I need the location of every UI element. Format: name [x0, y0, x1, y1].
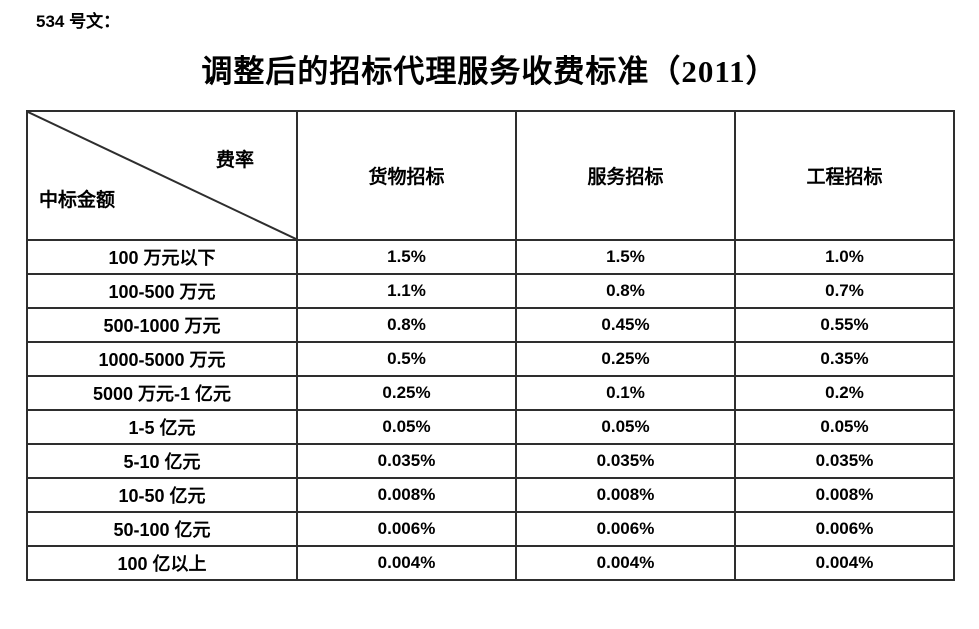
fee-rate-cell: 0.05%: [734, 409, 955, 445]
row-label-bid-amount: 1-5 亿元: [26, 409, 298, 445]
row-label-bid-amount: 100 万元以下: [26, 239, 298, 275]
fee-rate-cell: 0.05%: [296, 409, 517, 445]
fee-rate-cell: 0.5%: [296, 341, 517, 377]
fee-rate-cell: 0.7%: [734, 273, 955, 309]
table-row: 100 万元以下 1.5% 1.5% 1.0%: [26, 239, 955, 275]
fee-rate-cell: 1.5%: [515, 239, 736, 275]
fee-rate-cell: 0.55%: [734, 307, 955, 343]
table-row: 1000-5000 万元 0.5% 0.25% 0.35%: [26, 341, 955, 377]
row-label-bid-amount: 50-100 亿元: [26, 511, 298, 547]
table-row: 500-1000 万元 0.8% 0.45% 0.55%: [26, 307, 955, 343]
table-row: 50-100 亿元 0.006% 0.006% 0.006%: [26, 511, 955, 547]
header-row: 费率 中标金额 货物招标 服务招标 工程招标: [26, 110, 955, 241]
fee-rate-cell: 0.35%: [734, 341, 955, 377]
row-label-bid-amount: 100-500 万元: [26, 273, 298, 309]
table-body: 100 万元以下 1.5% 1.5% 1.0% 100-500 万元 1.1% 0.8% 0.…: [26, 239, 955, 581]
fee-rate-cell: 0.45%: [515, 307, 736, 343]
fee-rate-cell: 0.006%: [734, 511, 955, 547]
fee-rate-cell: 0.25%: [515, 341, 736, 377]
fee-rate-cell: 0.05%: [515, 409, 736, 445]
table-row: 5-10 亿元 0.035% 0.035% 0.035%: [26, 443, 955, 479]
fee-rate-table: 费率 中标金额 货物招标 服务招标 工程招标 100 万元以下 1.5% 1.5% 1…: [26, 110, 955, 581]
row-label-bid-amount: 1000-5000 万元: [26, 341, 298, 377]
fee-rate-cell: 0.004%: [296, 545, 517, 581]
table-row: 1-5 亿元 0.05% 0.05% 0.05%: [26, 409, 955, 445]
column-header-services: 服务招标: [515, 110, 736, 241]
fee-rate-cell: 0.008%: [734, 477, 955, 513]
table-row: 100-500 万元 1.1% 0.8% 0.7%: [26, 273, 955, 309]
fee-rate-cell: 0.008%: [296, 477, 517, 513]
fee-rate-cell: 1.0%: [734, 239, 955, 275]
fee-rate-cell: 1.5%: [296, 239, 517, 275]
row-label-bid-amount: 5-10 亿元: [26, 443, 298, 479]
fee-rate-cell: 0.004%: [515, 545, 736, 581]
fee-rate-cell: 0.8%: [296, 307, 517, 343]
fee-rate-cell: 0.006%: [296, 511, 517, 547]
fee-rate-cell: 1.1%: [296, 273, 517, 309]
row-label-bid-amount: 5000 万元-1 亿元: [26, 375, 298, 411]
corner-label-rate: 费率: [215, 150, 254, 171]
fee-rate-cell: 0.035%: [734, 443, 955, 479]
table-row: 5000 万元-1 亿元 0.25% 0.1% 0.2%: [26, 375, 955, 411]
fee-rate-cell: 0.008%: [515, 477, 736, 513]
fee-rate-cell: 0.006%: [515, 511, 736, 547]
fee-rate-cell: 0.035%: [296, 443, 517, 479]
page-title: 调整后的招标代理服务收费标准（2011）: [201, 54, 778, 89]
corner-label-bid-amount: 中标金额: [39, 190, 116, 211]
table-row: 100 亿以上 0.004% 0.004% 0.004%: [26, 545, 955, 581]
fee-rate-cell: 0.8%: [515, 273, 736, 309]
row-label-bid-amount: 100 亿以上: [26, 545, 298, 581]
diagonal-divider-line: [28, 112, 296, 239]
fee-rate-cell: 0.004%: [734, 545, 955, 581]
row-label-bid-amount: 500-1000 万元: [26, 307, 298, 343]
doc-number-label: 534 号文：: [36, 12, 121, 31]
fee-rate-cell: 0.1%: [515, 375, 736, 411]
table-row: 10-50 亿元 0.008% 0.008% 0.008%: [26, 477, 955, 513]
corner-cell: 费率 中标金额: [26, 110, 298, 241]
fee-rate-cell: 0.2%: [734, 375, 955, 411]
fee-rate-cell: 0.25%: [296, 375, 517, 411]
column-header-goods: 货物招标: [296, 110, 517, 241]
fee-rate-cell: 0.035%: [515, 443, 736, 479]
column-header-engineering: 工程招标: [734, 110, 955, 241]
row-label-bid-amount: 10-50 亿元: [26, 477, 298, 513]
